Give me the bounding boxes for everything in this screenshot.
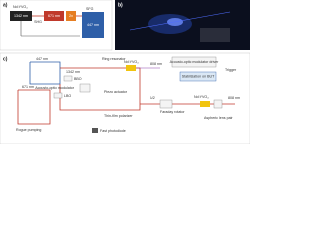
lens-label: Aspheric lens pair <box>204 116 233 120</box>
panel-label: c) <box>3 56 8 62</box>
crystal-label: BBO <box>74 77 82 81</box>
crystal-label: LBO <box>64 94 71 98</box>
stabilization-box <box>179 71 217 82</box>
aom-box <box>79 83 91 93</box>
faraday-box <box>159 99 173 109</box>
piezo-label: Piezo actuator <box>104 90 128 94</box>
crystal <box>63 75 73 82</box>
laser-box <box>10 11 32 21</box>
wavelength-label: 671 nm <box>22 85 34 89</box>
driver-box <box>171 56 217 68</box>
pumping-label: Rogue pumping <box>16 128 41 132</box>
waveplate-label: λ/2 <box>150 96 155 100</box>
crystal <box>126 65 136 71</box>
photo-object <box>200 28 230 42</box>
driver-label: Acousto-optic modulator driver <box>170 60 220 64</box>
sfg-label: SFG <box>86 7 94 11</box>
doubling-label: 2x <box>69 14 73 18</box>
crystal <box>53 92 63 99</box>
crystal <box>200 101 210 107</box>
wavelength-label: 1342 nm <box>66 70 80 74</box>
shg-box <box>44 11 64 21</box>
wavelength-label: 447 nm <box>36 57 48 61</box>
laser-label: Nd:YVO₄ <box>13 5 28 9</box>
crystal-label: Nd:YVO₄ <box>194 95 209 99</box>
wavelength-label: 808 nm <box>150 62 162 66</box>
figure: a) Nd:YVO₄ 1342 nm SHG 671 nm 2x SFG 447… <box>0 0 250 144</box>
ring-label: Ring resonator <box>102 57 126 61</box>
panel-label: a) <box>3 2 8 8</box>
trigger-label: Trigger <box>225 68 237 72</box>
photodiode-label: Fast photodiode <box>100 129 126 133</box>
wavelength-label: 671 nm <box>48 14 60 18</box>
wavelength-label: 1342 nm <box>14 14 28 18</box>
ring-path <box>59 67 141 111</box>
aom-label: Acousto-optic modulator <box>35 86 75 90</box>
wavelength-label: 808 nm <box>228 96 240 100</box>
photo-beam <box>129 11 231 31</box>
sfg-box <box>82 12 104 38</box>
polarizer-label: Thin-film polarizer <box>104 114 133 118</box>
panel-label: b) <box>118 2 123 8</box>
wavelength-label: 447 nm <box>87 23 99 27</box>
crystal-label: Nd:YVO₄ <box>124 60 139 64</box>
stabilization-label: Stabilization on BUT <box>182 74 215 78</box>
doubling-box <box>66 11 76 21</box>
shg-label: SHG <box>34 20 42 24</box>
lens-box <box>213 99 223 109</box>
beam-path <box>17 89 51 125</box>
faraday-label: Faraday rotator <box>160 110 185 114</box>
photodiode <box>92 128 98 133</box>
